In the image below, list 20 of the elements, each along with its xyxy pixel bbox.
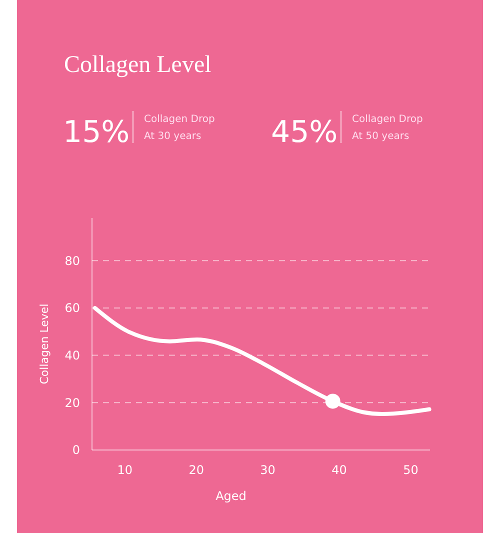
text: At 50 years <box>352 131 410 142</box>
x-tick-label: 50 <box>403 463 418 477</box>
text: At 30 years <box>144 131 202 142</box>
x-tick-label: 40 <box>332 463 347 477</box>
y-axis-title: Collagen Level <box>38 304 51 384</box>
text: Collagen Drop <box>352 114 423 125</box>
line-series <box>92 306 432 416</box>
y-tick-label: 20 <box>64 396 80 410</box>
text: Collagen Drop <box>144 114 215 125</box>
x-tick-label: 30 <box>260 463 276 477</box>
y-tick-label: 80 <box>64 254 80 268</box>
text: 15% <box>63 115 130 150</box>
y-tick-label: 0 <box>72 443 80 458</box>
y-tick-label: 40 <box>64 348 80 363</box>
x-axis-title: Aged <box>216 489 246 503</box>
y-tick-label: 60 <box>64 301 80 316</box>
chart-title: Collagen Level <box>64 52 212 78</box>
x-tick-label: 20 <box>188 463 204 477</box>
text: 45% <box>271 115 338 150</box>
x-tick-label: 10 <box>117 463 133 477</box>
